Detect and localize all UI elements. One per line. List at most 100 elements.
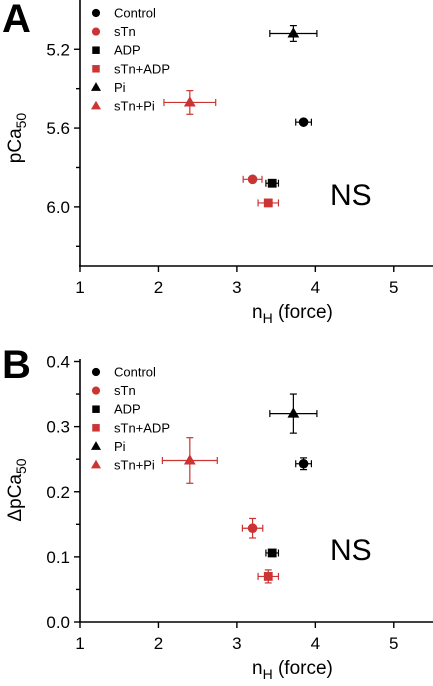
- y-tick-label: 0.1: [46, 548, 70, 567]
- panel-a: A Control sTn ADP sTn+ADP Pi sTn+Pi 1 2 3 4 5 5.2 5…: [2, 0, 433, 326]
- legend-label: ADP: [114, 43, 141, 58]
- legend-label: Control: [114, 365, 156, 380]
- legend-label: sTn+ADP: [114, 61, 170, 76]
- panel-a-x-title-sub: H: [263, 310, 273, 326]
- legend-item: Control: [91, 365, 156, 380]
- legend-label: Pi: [114, 439, 126, 454]
- panel-b-x-axis-title: nH (force): [252, 658, 333, 682]
- legend-item: sTn+Pi: [90, 99, 155, 114]
- legend-square-marker: [92, 424, 100, 432]
- x-tick-label: 5: [389, 278, 398, 297]
- legend-square-marker: [92, 46, 100, 54]
- panel-b-label: B: [2, 343, 31, 387]
- data-point-stn-pi: [161, 437, 218, 484]
- y-tick-label: 6.0: [46, 198, 70, 217]
- panel-a-x-title-main: n: [252, 302, 263, 323]
- data-point-stn-pi: [163, 90, 217, 115]
- legend-item: sTn: [91, 383, 136, 398]
- legend-circle-marker: [91, 367, 101, 377]
- x-tick-label: 5: [389, 634, 398, 653]
- panel-a-ns-annotation: NS: [330, 179, 372, 212]
- legend-triangle-marker: [90, 82, 102, 91]
- legend-square-marker: [92, 405, 100, 413]
- data-point-stn-adp: [257, 569, 280, 584]
- panel-b-y-title-sub: 50: [13, 458, 29, 474]
- panel-b-legend: Control sTn ADP sTn+ADP Pi sTn+Pi: [90, 365, 170, 473]
- panel-a-label: A: [2, 0, 31, 41]
- x-tick-label: 2: [154, 278, 163, 297]
- legend-triangle-marker: [90, 100, 102, 110]
- panel-b-y-title-main: ΔpCa: [5, 474, 26, 522]
- legend-label: sTn: [114, 24, 136, 39]
- y-tick-label: 0.2: [46, 483, 70, 502]
- data-point-adp: [265, 548, 280, 558]
- legend-item: ADP: [92, 43, 141, 58]
- panel-b-x-title-sub: H: [263, 666, 273, 682]
- legend-label: sTn+Pi: [114, 99, 155, 114]
- legend-item: Control: [91, 6, 156, 21]
- legend-item: sTn+Pi: [90, 458, 155, 473]
- panel-a-ticks: 1 2 3 4 5 5.2 5.6 6.0: [46, 40, 398, 297]
- legend-label: Control: [114, 6, 156, 21]
- y-tick-label: 5.2: [46, 40, 70, 59]
- panel-a-x-axis-title: nH (force): [252, 302, 333, 326]
- panel-a-y-axis-title: pCa50: [5, 113, 29, 164]
- square-marker: [267, 178, 277, 188]
- x-tick-label: 3: [232, 634, 241, 653]
- x-tick-label: 1: [75, 278, 84, 297]
- circle-marker: [247, 174, 258, 185]
- panel-b-y-axis-title: ΔpCa50: [5, 458, 29, 521]
- x-tick-label: 4: [311, 634, 320, 653]
- y-tick-label: 0.3: [46, 418, 70, 437]
- x-tick-label: 4: [311, 278, 320, 297]
- y-tick-label: 5.6: [46, 119, 70, 138]
- legend-item: sTn+ADP: [92, 420, 170, 435]
- panel-a-legend: Control sTn ADP sTn+ADP Pi sTn+Pi: [90, 6, 170, 114]
- circle-marker: [298, 117, 309, 127]
- data-point-adp: [265, 178, 280, 188]
- legend-label: ADP: [114, 402, 141, 417]
- x-tick-label: 1: [75, 634, 84, 653]
- legend-label: sTn: [114, 383, 136, 398]
- panel-b-x-title-main: n: [252, 658, 263, 679]
- triangle-marker: [183, 454, 196, 465]
- x-tick-label: 3: [232, 278, 241, 297]
- legend-item: sTn: [91, 24, 136, 39]
- data-point-stn-adp: [257, 198, 280, 208]
- y-tick-label: 0.0: [46, 613, 70, 632]
- square-marker: [263, 198, 273, 208]
- data-point-pi: [269, 25, 318, 42]
- panel-b-ticks: 1 2 3 4 5 0.0 0.1 0.2 0.3 0.4: [46, 353, 398, 654]
- panel-b-x-title-tail: (force): [273, 658, 333, 679]
- panel-a-x-title-tail: (force): [273, 302, 333, 323]
- square-marker: [263, 572, 273, 581]
- legend-label: sTn+Pi: [114, 458, 155, 473]
- triangle-marker: [183, 96, 196, 107]
- triangle-marker: [287, 27, 300, 38]
- legend-item: sTn+ADP: [92, 61, 170, 76]
- panel-a-y-title-sub: 50: [13, 113, 29, 129]
- panel-a-points: [163, 25, 318, 208]
- triangle-marker: [287, 407, 300, 418]
- legend-square-marker: [92, 65, 100, 73]
- legend-triangle-marker: [90, 459, 102, 469]
- data-point-stn: [241, 517, 264, 539]
- y-tick-label: 0.4: [46, 353, 70, 372]
- square-marker: [267, 548, 277, 558]
- data-point-stn: [242, 174, 263, 185]
- circle-marker: [298, 458, 309, 469]
- data-point-control: [295, 117, 313, 127]
- legend-item: Pi: [90, 80, 126, 95]
- panel-a-y-title-main: pCa: [5, 128, 26, 163]
- panel-b-points: [161, 393, 318, 584]
- legend-item: ADP: [92, 402, 141, 417]
- legend-circle-marker: [91, 386, 101, 395]
- x-tick-label: 2: [154, 634, 163, 653]
- legend-triangle-marker: [90, 441, 102, 450]
- legend-label: sTn+ADP: [114, 420, 170, 435]
- legend-circle-marker: [91, 27, 101, 36]
- legend-item: Pi: [90, 439, 126, 454]
- legend-circle-marker: [91, 8, 101, 18]
- panel-b: B Control sTn ADP sTn+ADP Pi sTn+Pi 1 2 3 4 5 0.0 0…: [2, 343, 433, 682]
